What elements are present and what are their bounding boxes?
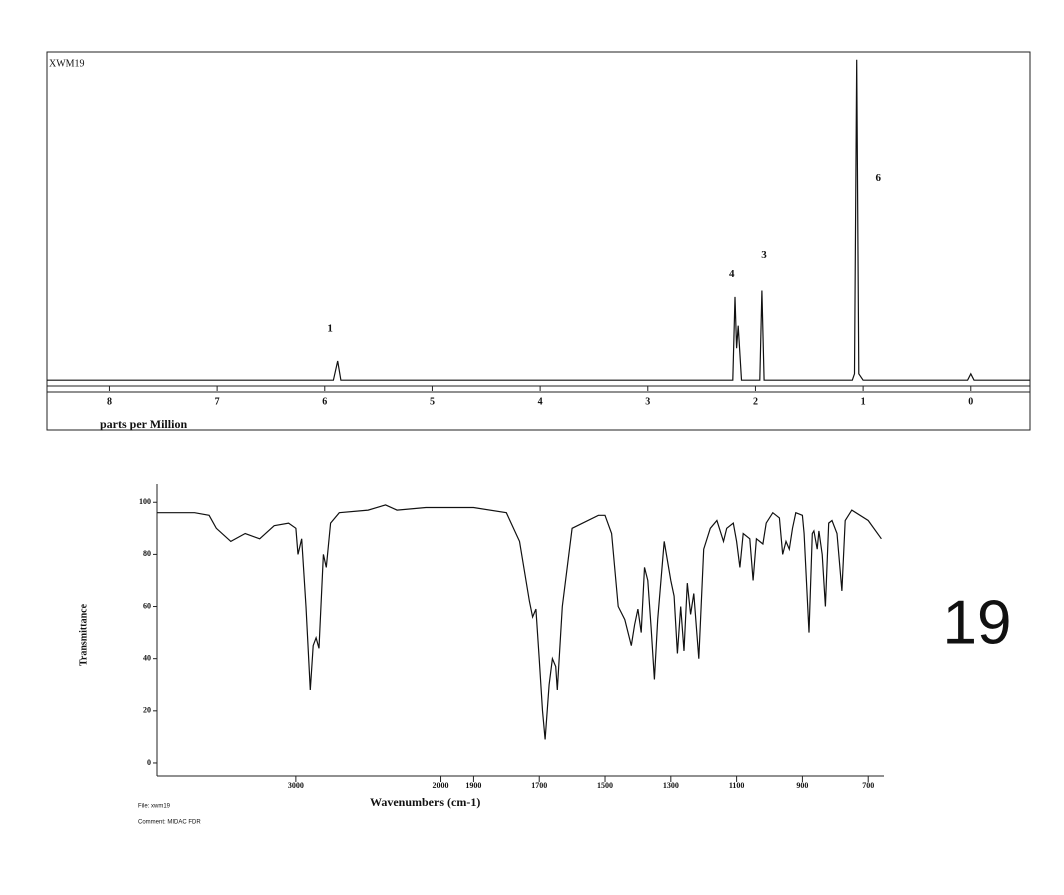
y-tick-label: 80 [143,549,151,558]
peak-label: 1 [327,322,333,334]
y-tick-label: 100 [139,497,151,506]
x-tick-label: 2000 [433,781,449,790]
spectrum-line [47,59,1030,381]
ir-file: File: xwm19 [138,804,171,810]
x-tick-label: 2 [753,396,758,407]
x-tick-label: 1100 [729,781,745,790]
y-tick-label: 20 [143,706,151,715]
x-tick-label: 0 [968,396,973,407]
y-tick-label: 40 [143,654,151,663]
x-tick-label: 3 [645,396,650,407]
x-tick-label: 1 [861,396,866,407]
y-tick-label: 0 [147,758,151,767]
ir-y-label: Transmittance [78,603,89,666]
x-tick-label: 5 [430,396,435,407]
x-tick-label: 900 [796,781,808,790]
peak-label: 4 [729,268,735,280]
x-tick-label: 700 [862,781,874,790]
x-tick-label: 8 [107,396,112,407]
nmr-frame [46,51,1031,431]
nmr-title: XWM19 [49,58,85,69]
x-tick-label: 6 [322,396,327,407]
x-tick-label: 4 [538,396,543,407]
ir-x-label: Wavenumbers (cm-1) [370,795,480,809]
ir-comment: Comment: MIDAC FDR [138,820,201,826]
spectrum-line [157,504,882,740]
page-number: 19 [943,588,1012,657]
x-tick-label: 3000 [288,781,304,790]
x-tick-label: 1900 [465,781,481,790]
peak-label: 6 [875,172,881,184]
y-tick-label: 60 [143,601,151,610]
nmr-x-label: parts per Million [100,417,187,431]
x-tick-label: 1700 [531,781,547,790]
x-tick-label: 1300 [663,781,679,790]
peak-label: 3 [761,249,767,261]
x-tick-label: 7 [215,396,220,407]
x-tick-label: 1500 [597,781,613,790]
